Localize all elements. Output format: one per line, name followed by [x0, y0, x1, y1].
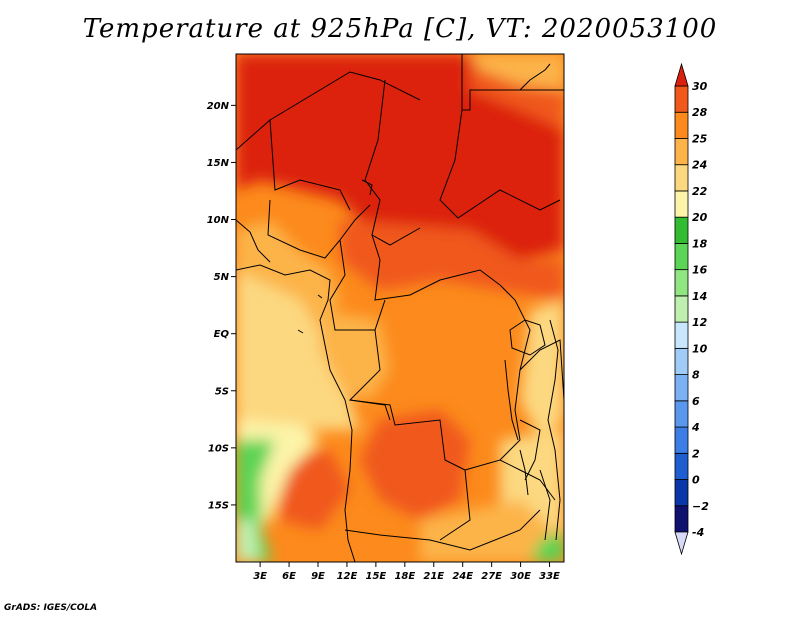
colorbar-swatch: [674, 426, 689, 454]
x-tick-label: 12E: [337, 571, 358, 582]
region-atlantic-mild: [236, 270, 360, 440]
colorbar-label: 30: [692, 80, 708, 93]
field-layers: [236, 54, 564, 562]
y-tick-label: 10S: [208, 443, 229, 454]
lake-chad: [361, 179, 373, 196]
colorbar-swatch: [674, 138, 689, 166]
y-tick-label: 15N: [207, 158, 230, 169]
region-atlantic-coldest: [236, 520, 260, 562]
colorbar-min-triangle: [674, 531, 689, 556]
y-tick-label: 15S: [208, 500, 229, 511]
border-zambia: [464, 459, 556, 501]
border-angola-south: [344, 509, 541, 551]
border-sudan-egypt: [461, 54, 564, 111]
region-southeast-green: [530, 530, 564, 562]
colorbar-swatch: [674, 505, 689, 533]
colorbar-swatch: [674, 374, 689, 402]
colorbar-label: 12: [692, 316, 708, 329]
colorbar-swatch: [674, 479, 689, 507]
colorbar-swatch: [674, 452, 689, 480]
y-tick-label: 10N: [207, 215, 230, 226]
border-angola: [349, 399, 471, 541]
x-tick-label: 33E: [539, 571, 560, 582]
x-tick-label: 21E: [423, 571, 444, 582]
border-chad-sudan: [364, 79, 421, 246]
border-sudan-east: [439, 109, 561, 219]
x-tick-label: 3E: [253, 571, 267, 582]
colorbar-label: −2: [692, 500, 709, 513]
colorbar-label: 22: [692, 185, 708, 198]
border-nigeria: [267, 199, 371, 259]
colorbar-swatch: [674, 111, 689, 139]
lake-tanganyika: [504, 359, 519, 441]
x-tick-label: 6E: [282, 571, 296, 582]
colorbar-label: 25: [692, 132, 708, 145]
region-highlands: [520, 300, 564, 440]
x-tick-label: 27E: [481, 571, 502, 582]
colorbar-swatch: [674, 321, 689, 349]
plot-frame: [235, 53, 565, 563]
coastline-east: [547, 319, 561, 541]
x-tick-label: 18E: [394, 571, 415, 582]
border-tanzania: [519, 339, 564, 401]
colorbar-swatch: [674, 400, 689, 428]
colorbar-label: 0: [692, 474, 700, 487]
colorbar-label: 14: [692, 290, 707, 303]
islands: [297, 294, 323, 334]
border-lakes: [519, 419, 551, 541]
region-sahara: [236, 54, 564, 260]
colorbar-swatch: [674, 216, 689, 244]
x-tick-label: 24E: [452, 571, 473, 582]
chart-title: Temperature at 925hPa [C], VT: 202005310…: [82, 14, 718, 44]
lake-malawi: [519, 449, 529, 496]
colorbar-label: 18: [692, 237, 708, 250]
colorbar-label: 4: [691, 421, 700, 434]
y-tick-label: 5N: [214, 272, 230, 283]
colorbar-label: 20: [692, 211, 708, 224]
coastline-redsea: [519, 63, 551, 91]
border-niger-north: [269, 71, 421, 121]
colorbar-swatch: [674, 269, 689, 297]
y-axis: 20N 15N 10N 5N EQ 5S 10S 15S: [207, 101, 236, 511]
region-car: [340, 220, 564, 300]
colorbar-label: 6: [692, 395, 700, 408]
country-borders: [236, 54, 564, 562]
x-axis: 3E 6E 9E 12E 15E 18E 21E 24E 27E 30E 33E: [253, 562, 560, 582]
colorbar-swatch: [674, 85, 689, 113]
border-cameroon: [329, 239, 386, 331]
y-tick-label: 5S: [215, 386, 229, 397]
credit-text: GrADS: IGES/COLA: [4, 603, 98, 613]
lake-victoria: [509, 319, 546, 356]
colorbar-swatch: [674, 295, 689, 323]
border-car: [371, 234, 501, 301]
colorbar-label: 8: [692, 369, 700, 382]
colorbar-label: 2: [692, 447, 700, 460]
colorbar-label: 10: [692, 342, 708, 355]
colorbar-label: 16: [692, 264, 708, 277]
colorbar-label: 24: [692, 159, 707, 172]
region-ne-light: [470, 54, 564, 90]
region-angola-hot: [280, 450, 350, 530]
x-tick-label: 30E: [510, 571, 531, 582]
colorbar-swatch: [674, 164, 689, 192]
border-westafrica: [236, 118, 351, 211]
x-tick-label: 9E: [311, 571, 325, 582]
colorbar-swatch: [674, 347, 689, 375]
x-tick-label: 15E: [366, 571, 387, 582]
coastline-gulf: [236, 219, 271, 263]
colorbar-label: 28: [692, 106, 708, 119]
colorbar-swatch: [674, 190, 689, 218]
temperature-field: [236, 54, 564, 562]
colorbar-swatch: [674, 243, 689, 271]
coastline-west: [236, 264, 356, 562]
colorbar-max-triangle: [674, 62, 689, 87]
colorbar-label: -4: [692, 526, 704, 539]
y-tick-label: EQ: [214, 329, 230, 340]
border-congo-drc: [348, 329, 391, 421]
y-tick-label: 20N: [207, 101, 230, 112]
